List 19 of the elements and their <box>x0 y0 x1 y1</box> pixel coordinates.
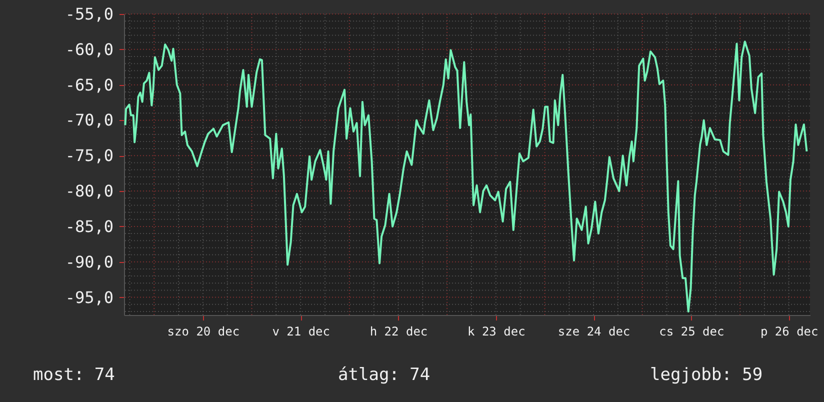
text: legjobb: 59 <box>650 365 763 385</box>
y-tick-label: -70,0 <box>65 110 114 130</box>
x-tick-label: v 21 dec <box>272 324 330 338</box>
x-tick-label: sze 24 dec <box>558 324 630 338</box>
x-tick-label: p 26 dec <box>760 324 818 338</box>
y-tick-label: -65,0 <box>65 75 114 94</box>
y-tick-label: -60,0 <box>65 40 114 59</box>
x-tick-label: h 22 dec <box>370 324 428 338</box>
y-tick-label: -85,0 <box>65 216 114 236</box>
x-tick-label: szo 20 dec <box>167 324 240 338</box>
x-tick-label: k 23 dec <box>467 324 526 338</box>
y-tick-label: -95,0 <box>65 288 114 307</box>
y-tick-label: -55,0 <box>65 4 114 24</box>
text: átlag: 74 <box>338 365 430 385</box>
y-tick-label: -80,0 <box>65 182 114 201</box>
x-tick-label: cs 25 dec <box>659 324 724 338</box>
y-tick-label: -90,0 <box>65 252 114 272</box>
text: most: 74 <box>33 365 115 385</box>
y-tick-label: -75,0 <box>65 146 114 166</box>
